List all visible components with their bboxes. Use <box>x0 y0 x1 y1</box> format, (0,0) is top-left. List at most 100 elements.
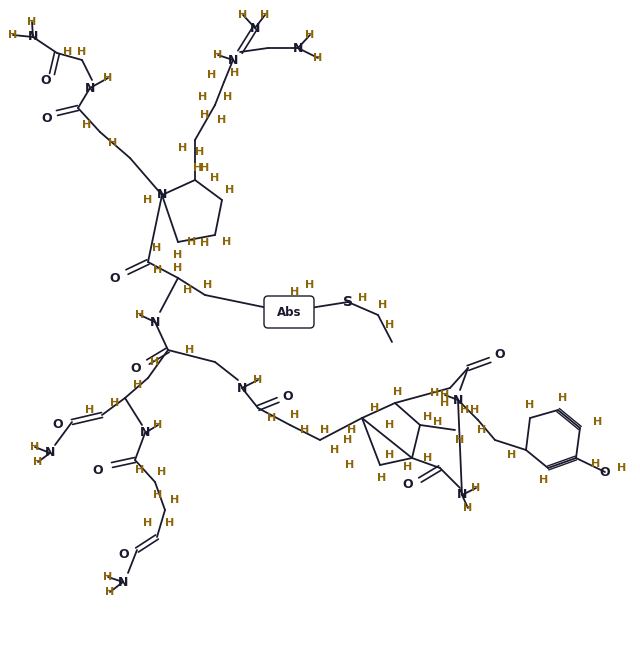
Text: H: H <box>424 412 433 422</box>
Text: H: H <box>211 173 220 183</box>
Text: O: O <box>118 548 129 562</box>
Text: H: H <box>198 92 207 102</box>
Text: H: H <box>463 503 472 513</box>
Text: H: H <box>330 445 340 455</box>
Text: H: H <box>346 460 355 470</box>
Text: H: H <box>143 518 152 528</box>
Text: H: H <box>106 587 115 597</box>
Text: H: H <box>238 10 248 20</box>
Text: H: H <box>28 17 36 27</box>
Text: H: H <box>154 420 163 430</box>
Text: H: H <box>430 388 440 398</box>
Text: H: H <box>456 435 465 445</box>
Text: N: N <box>150 315 160 329</box>
Text: H: H <box>593 417 603 427</box>
Text: H: H <box>110 398 120 408</box>
Text: H: H <box>508 450 516 460</box>
Text: H: H <box>223 92 232 102</box>
Text: H: H <box>291 287 300 297</box>
Text: H: H <box>260 10 269 20</box>
Text: H: H <box>204 280 212 290</box>
Text: H: H <box>424 453 433 463</box>
Text: H: H <box>378 300 388 310</box>
Text: S: S <box>343 295 353 309</box>
Text: O: O <box>495 348 506 362</box>
Text: H: H <box>385 450 395 460</box>
Text: H: H <box>150 357 159 367</box>
Text: H: H <box>321 425 330 435</box>
Text: N: N <box>28 30 38 44</box>
Text: H: H <box>184 285 193 295</box>
Text: H: H <box>403 462 413 472</box>
Text: H: H <box>525 400 534 410</box>
Text: Abs: Abs <box>276 306 301 319</box>
Text: H: H <box>305 280 315 290</box>
Text: O: O <box>131 362 141 374</box>
Text: O: O <box>42 112 52 125</box>
Text: H: H <box>85 405 95 415</box>
Text: O: O <box>283 389 293 403</box>
Text: H: H <box>385 420 395 430</box>
Text: H: H <box>63 47 72 57</box>
Text: H: H <box>558 393 568 403</box>
Text: H: H <box>358 293 367 303</box>
Text: H: H <box>305 30 315 40</box>
Text: N: N <box>45 447 55 459</box>
Text: H: H <box>30 442 40 452</box>
Text: H: H <box>165 518 175 528</box>
Text: O: O <box>600 465 611 478</box>
Text: H: H <box>300 425 310 435</box>
Text: H: H <box>477 425 486 435</box>
Text: H: H <box>173 250 182 260</box>
Text: H: H <box>440 390 450 400</box>
Text: H: H <box>344 435 353 445</box>
Text: H: H <box>157 467 166 477</box>
Text: H: H <box>314 53 323 63</box>
Text: H: H <box>83 120 92 130</box>
FancyBboxPatch shape <box>264 296 314 328</box>
Text: N: N <box>293 42 303 55</box>
Text: H: H <box>385 320 395 330</box>
Text: N: N <box>140 426 150 440</box>
Text: H: H <box>104 73 113 83</box>
Text: H: H <box>207 70 216 80</box>
Text: H: H <box>143 195 152 205</box>
Text: H: H <box>540 475 548 485</box>
Text: H: H <box>268 413 276 423</box>
Text: H: H <box>200 163 210 173</box>
Text: N: N <box>85 81 95 94</box>
Text: N: N <box>157 189 167 201</box>
Text: H: H <box>186 345 195 355</box>
Text: H: H <box>253 375 262 385</box>
Text: H: H <box>222 237 232 247</box>
Text: H: H <box>104 572 113 582</box>
Text: H: H <box>154 490 163 500</box>
Text: H: H <box>200 110 210 120</box>
Text: H: H <box>472 483 481 493</box>
Text: O: O <box>403 478 413 492</box>
Text: H: H <box>77 47 86 57</box>
Text: H: H <box>291 410 300 420</box>
Text: N: N <box>453 393 463 407</box>
Text: H: H <box>213 50 223 60</box>
Text: N: N <box>237 381 247 395</box>
Text: H: H <box>433 417 443 427</box>
Text: N: N <box>118 576 128 589</box>
Text: H: H <box>108 138 118 148</box>
Text: H: H <box>200 238 210 248</box>
Text: H: H <box>136 465 145 475</box>
Text: H: H <box>33 457 43 467</box>
Text: H: H <box>348 425 356 435</box>
Text: H: H <box>152 243 162 253</box>
Text: H: H <box>371 403 380 413</box>
Text: H: H <box>179 143 188 153</box>
Text: H: H <box>218 115 227 125</box>
Text: H: H <box>440 398 450 408</box>
Text: H: H <box>136 310 145 320</box>
Text: O: O <box>109 271 120 284</box>
Text: H: H <box>170 495 180 505</box>
Text: H: H <box>193 163 203 173</box>
Text: N: N <box>457 488 467 502</box>
Text: O: O <box>52 418 63 432</box>
Text: H: H <box>225 185 235 195</box>
